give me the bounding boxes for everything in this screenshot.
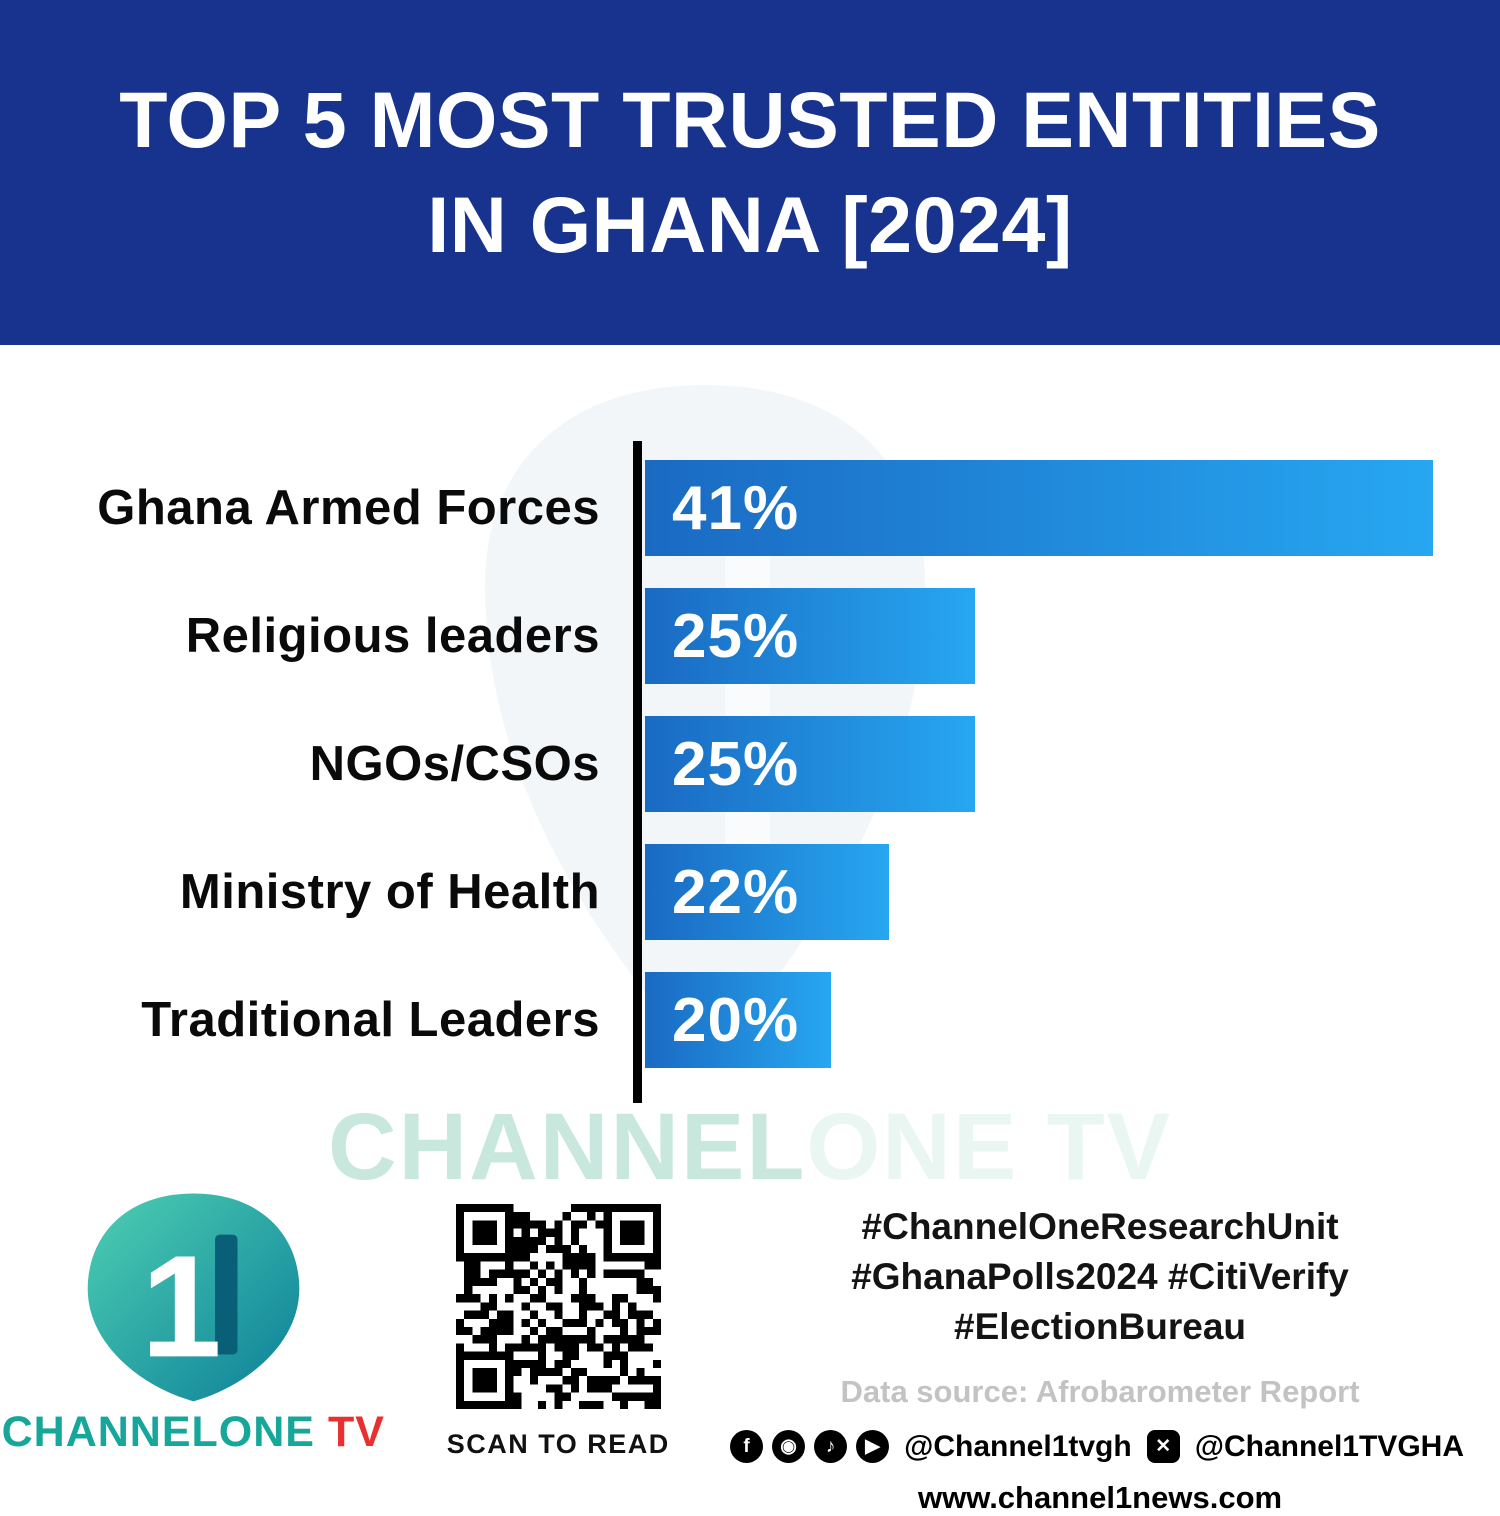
qr-code — [455, 1204, 661, 1409]
bar-track: 20% — [645, 972, 1442, 1068]
value-label: 20% — [672, 985, 800, 1055]
qr-caption: SCAN TO READ — [446, 1429, 670, 1459]
bar-track: 22% — [645, 844, 1442, 940]
brand-wordmark: CHANNELONE TV — [2, 1408, 385, 1457]
category-label: Ghana Armed Forces — [97, 481, 600, 535]
chart-rows: Ghana Armed Forces 41% Religious leaders 25… — [0, 460, 1500, 1100]
facebook-icon: f — [730, 1430, 764, 1464]
value-label: 22% — [672, 857, 800, 927]
bar-track: 41% — [645, 460, 1442, 556]
youtube-icon: ▶ — [856, 1430, 890, 1464]
bar-track: 25% — [645, 716, 1442, 812]
footer: 1 CHANNELONE TV SCAN TO READ #ChannelOne… — [0, 1180, 1500, 1515]
hashtag-line-3: #ElectionBureau — [954, 1305, 1247, 1347]
chart-row: Religious leaders 25% — [0, 588, 1500, 684]
watermark-part-2: ONE TV — [806, 1094, 1173, 1200]
category-label: NGOs/CSOs — [309, 737, 600, 791]
title-line-2: IN GHANA [2024] — [427, 179, 1073, 269]
logo-numeral: 1 — [141, 1225, 222, 1387]
social-handle-1: @Channel1tvgh — [904, 1429, 1132, 1463]
bar-4: 20% — [645, 972, 832, 1068]
chart-row: Traditional Leaders 20% — [0, 972, 1500, 1068]
value-label: 41% — [672, 473, 800, 543]
page-title: TOP 5 MOST TRUSTED ENTITIES IN GHANA [20… — [119, 68, 1381, 277]
brand-block: 1 CHANNELONE TV — [0, 1180, 387, 1500]
watermark-text: CHANNELONE TV — [0, 1093, 1500, 1202]
qr-block: SCAN TO READ — [387, 1180, 731, 1500]
info-block: #ChannelOneResearchUnit #GhanaPolls2024 … — [730, 1180, 1500, 1515]
social-row: f ◉ ♪ ▶ @Channel1tvgh ✕ @Channel1TVGHA — [730, 1430, 1470, 1464]
bar-1: 25% — [645, 588, 975, 684]
chart-row: Ghana Armed Forces 41% — [0, 460, 1500, 556]
brand-name-secondary: TV — [315, 1408, 385, 1456]
value-label: 25% — [672, 601, 800, 671]
value-label: 25% — [672, 729, 800, 799]
hashtags: #ChannelOneResearchUnit #GhanaPolls2024 … — [730, 1202, 1470, 1352]
channel-one-logo-icon: 1 — [87, 1193, 300, 1402]
category-label: Religious leaders — [185, 609, 600, 663]
header-banner: TOP 5 MOST TRUSTED ENTITIES IN GHANA [20… — [0, 0, 1500, 345]
title-line-1: TOP 5 MOST TRUSTED ENTITIES — [119, 75, 1381, 165]
social-handle-2: @Channel1TVGHA — [1194, 1429, 1464, 1463]
bar-track: 25% — [645, 588, 1442, 684]
x-icon: ✕ — [1146, 1430, 1180, 1464]
chart-row: Ministry of Health 22% — [0, 844, 1500, 940]
bar-2: 25% — [645, 716, 975, 812]
bar-0: 41% — [645, 460, 1434, 556]
website-url: www.channel1news.com — [918, 1479, 1283, 1515]
hashtag-line-2: #GhanaPolls2024 #CitiVerify — [851, 1255, 1349, 1297]
brand-name-primary: CHANNELONE — [1, 1408, 315, 1456]
data-source: Data source: Afrobarometer Report — [840, 1373, 1360, 1409]
bar-chart: Ghana Armed Forces 41% Religious leaders 25… — [0, 345, 1500, 1200]
tiktok-icon: ♪ — [814, 1430, 848, 1464]
category-label: Ministry of Health — [179, 865, 600, 919]
category-label: Traditional Leaders — [141, 993, 600, 1047]
chart-row: NGOs/CSOs 25% — [0, 716, 1500, 812]
hashtag-line-1: #ChannelOneResearchUnit — [861, 1206, 1339, 1247]
watermark-part-1: CHANNEL — [327, 1094, 807, 1200]
instagram-icon: ◉ — [772, 1430, 806, 1464]
chart-axis-line — [633, 441, 642, 1103]
bar-3: 22% — [645, 844, 889, 940]
